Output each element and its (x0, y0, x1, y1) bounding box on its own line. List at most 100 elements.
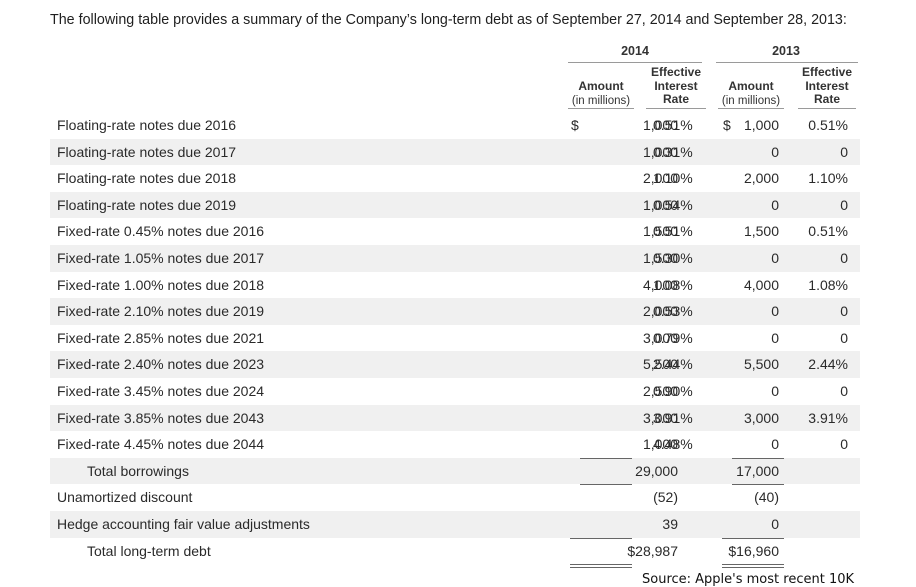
rate-2014: 0.54% (653, 196, 693, 213)
table-row: Fixed-rate 3.45% notes due 2024 2,500 0.… (50, 378, 860, 405)
row-label: Unamortized discount (57, 489, 193, 506)
table-row: Fixed-rate 1.00% notes due 2018 4,000 1.… (50, 272, 860, 299)
amount-2013: 0 (771, 250, 779, 266)
amount-2014: 5,500 (642, 356, 678, 373)
col-header-rate-2013: Effective Interest Rate (794, 65, 860, 107)
table-row: Floating-rate notes due 2017 1,000 0.31%… (50, 138, 860, 166)
rate-2014: 0.51% (653, 223, 693, 240)
table-row: Fixed-rate 0.45% notes due 2016 1,500 0.… (50, 218, 860, 245)
rate-2014: 0.79% (653, 329, 693, 346)
rate-2013: 0 (840, 436, 848, 453)
amount-2013: 0 (771, 196, 779, 213)
amount-2013: 0 (771, 329, 779, 346)
rate-2014: 3.91% (653, 409, 693, 426)
rate-label-line1: Effective (801, 65, 853, 79)
row-label: Fixed-rate 3.45% notes due 2024 (57, 383, 265, 399)
rate-2013: 3.91% (808, 409, 848, 426)
col-header-amount-2014: Amount (in millions) (566, 79, 636, 108)
amount-2014: 2,500 (642, 383, 678, 399)
year-header-2013: 2013 (772, 44, 800, 58)
table-row: Fixed-rate 2.40% notes due 2023 5,500 2.… (50, 351, 860, 378)
total-rule-2013 (732, 484, 784, 485)
rate-2014: 0.31% (653, 143, 693, 160)
amount-2013: 0 (771, 303, 779, 320)
rate-label-line3: Rate (662, 92, 689, 106)
row-label: Fixed-rate 3.85% notes due 2043 (57, 409, 265, 426)
table-row-total-borrowings: Total borrowings 29,000 17,000 (50, 457, 860, 485)
source-note: Source: Apple's most recent 10K (642, 572, 855, 587)
rate-2013: 1.10% (808, 170, 848, 187)
row-label: Fixed-rate 2.85% notes due 2021 (57, 329, 265, 346)
amount-2013: 0 (771, 143, 779, 160)
table-row: Hedge accounting fair value adjustments … (50, 511, 860, 538)
row-label: Floating-rate notes due 2019 (57, 196, 237, 213)
row-label: Floating-rate notes due 2016 (57, 117, 237, 133)
final-rule-2014 (570, 538, 632, 539)
currency-symbol: $ (723, 117, 731, 133)
rate-2014: 0.90% (653, 383, 693, 399)
rate-label-line2: Interest (654, 78, 698, 93)
table-row: Fixed-rate 2.10% notes due 2019 2,000 0.… (50, 298, 860, 325)
subtotal-rule-2013 (732, 458, 784, 459)
table-row: Floating-rate notes due 2019 1,000 0.54%… (50, 191, 860, 219)
year-header-2014: 2014 (621, 44, 649, 58)
row-label: Total borrowings (87, 462, 189, 479)
row-label: Hedge accounting fair value adjustments (57, 516, 310, 532)
amount-2014: 29,000 (635, 462, 678, 479)
table-row: Fixed-rate 1.05% notes due 2017 1,500 0.… (50, 245, 860, 272)
double-underline-2013 (722, 564, 784, 565)
table-row: Fixed-rate 4.45% notes due 2044 1,000 4.… (50, 431, 860, 458)
amount-2014: 3,000 (642, 329, 678, 346)
double-underline-2014 (570, 567, 632, 568)
amount-2014: 1,000 (642, 143, 678, 160)
rate-label-line1: Effective (650, 65, 702, 79)
amount-2014: 1,000 (642, 117, 678, 133)
rate-2014: 1.10% (653, 170, 693, 187)
amount-2014: (52) (653, 489, 678, 506)
amount-2013: 0 (771, 436, 779, 453)
rate-2013: 0 (840, 303, 848, 320)
amount-2013: $16,960 (728, 542, 779, 559)
rate-2013: 0 (840, 143, 848, 160)
row-label: Floating-rate notes due 2017 (57, 143, 237, 160)
rate-2013: 2.44% (808, 356, 848, 373)
header-underline (568, 108, 634, 109)
rate-2013: 0.51% (808, 223, 848, 240)
rate-2014: 1.08% (653, 276, 693, 293)
table-row-total-long-term-debt: Total long-term debt $28,987 $16,960 (50, 538, 860, 565)
amount-label: Amount (578, 79, 624, 93)
amount-2014: 39 (662, 516, 678, 532)
table-intro-text: The following table provides a summary o… (50, 12, 847, 28)
amount-2013: 3,000 (743, 409, 779, 426)
amount-2014: 1,000 (642, 196, 678, 213)
row-label: Floating-rate notes due 2018 (57, 170, 237, 187)
double-underline-2014 (570, 564, 632, 565)
amount-2013: 2,000 (743, 170, 779, 187)
row-label: Fixed-rate 4.45% notes due 2044 (57, 436, 265, 453)
amount-2013: (40) (754, 489, 779, 506)
row-label: Fixed-rate 1.00% notes due 2018 (57, 276, 265, 293)
amount-2013: 0 (771, 383, 779, 399)
table-row: Floating-rate notes due 2018 2,000 1.10%… (50, 165, 860, 192)
year-2013-underline (716, 62, 858, 63)
amount-2013: 5,500 (743, 356, 779, 373)
total-rule-2014 (580, 484, 632, 485)
rate-2014: 0.51% (653, 117, 693, 133)
amount-2013: 0 (771, 516, 779, 532)
amount-2013: 17,000 (736, 462, 779, 479)
header-underline (646, 108, 706, 109)
amount-2013: 1,500 (743, 223, 779, 240)
amount-2014: 3,000 (642, 409, 678, 426)
rate-2014: 4.48% (653, 436, 693, 453)
subtotal-rule-2014 (580, 458, 632, 459)
table-row: Fixed-rate 2.85% notes due 2021 3,000 0.… (50, 325, 860, 352)
amount-2014: 2,000 (642, 303, 678, 320)
rate-2014: 0.30% (653, 250, 693, 266)
table-row: Fixed-rate 3.85% notes due 2043 3,000 3.… (50, 404, 860, 432)
rate-2013: 1.08% (808, 276, 848, 293)
amount-2014: 1,000 (642, 436, 678, 453)
amount-label: Amount (728, 79, 774, 93)
amount-2014: $28,987 (627, 542, 678, 559)
amount-2013: 1,000 (743, 117, 779, 133)
row-label: Total long-term debt (87, 542, 211, 559)
